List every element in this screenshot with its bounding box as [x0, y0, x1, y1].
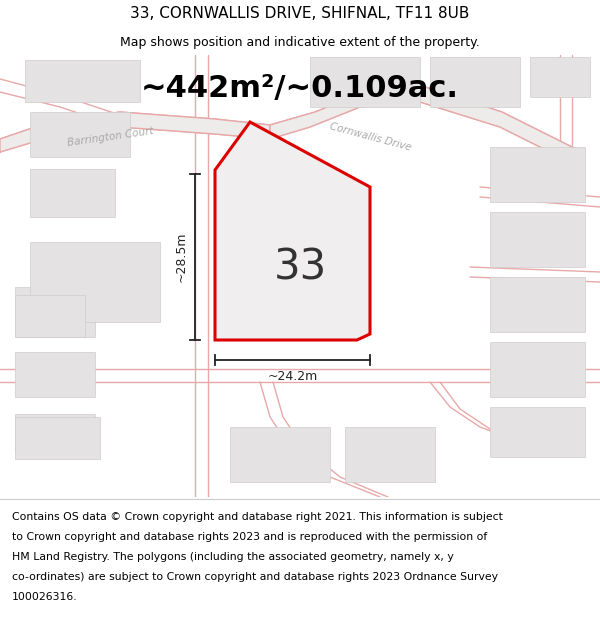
- Bar: [490, 342, 585, 397]
- Polygon shape: [0, 112, 270, 152]
- Text: HM Land Registry. The polygons (including the associated geometry, namely x, y: HM Land Registry. The polygons (includin…: [12, 552, 454, 562]
- Bar: [490, 407, 585, 457]
- Bar: [490, 147, 585, 202]
- Bar: [430, 57, 520, 107]
- Bar: [345, 427, 435, 482]
- Bar: [530, 57, 590, 97]
- Bar: [15, 295, 85, 337]
- Text: ~24.2m: ~24.2m: [268, 369, 317, 382]
- Bar: [490, 212, 585, 267]
- Polygon shape: [215, 122, 370, 340]
- Bar: [30, 112, 130, 157]
- Text: 100026316.: 100026316.: [12, 592, 77, 602]
- Text: 33, CORNWALLIS DRIVE, SHIFNAL, TF11 8UB: 33, CORNWALLIS DRIVE, SHIFNAL, TF11 8UB: [130, 6, 470, 21]
- Bar: [25, 60, 140, 102]
- Bar: [30, 242, 160, 322]
- Text: co-ordinates) are subject to Crown copyright and database rights 2023 Ordnance S: co-ordinates) are subject to Crown copyr…: [12, 572, 498, 582]
- Bar: [230, 427, 330, 482]
- Text: Barrington Court: Barrington Court: [66, 126, 154, 148]
- Text: ~28.5m: ~28.5m: [175, 232, 187, 282]
- Bar: [15, 414, 95, 452]
- Bar: [310, 57, 420, 107]
- Bar: [15, 417, 100, 459]
- Text: ~442m²/~0.109ac.: ~442m²/~0.109ac.: [141, 74, 459, 104]
- Bar: [15, 352, 95, 397]
- Bar: [30, 169, 115, 217]
- Bar: [490, 277, 585, 332]
- Text: Map shows position and indicative extent of the property.: Map shows position and indicative extent…: [120, 36, 480, 49]
- Text: Cornwallis Drive: Cornwallis Drive: [328, 121, 412, 152]
- Text: to Crown copyright and database rights 2023 and is reproduced with the permissio: to Crown copyright and database rights 2…: [12, 532, 487, 542]
- Bar: [15, 287, 95, 337]
- Polygon shape: [270, 87, 582, 167]
- Text: Contains OS data © Crown copyright and database right 2021. This information is : Contains OS data © Crown copyright and d…: [12, 512, 503, 522]
- Text: 33: 33: [274, 246, 326, 288]
